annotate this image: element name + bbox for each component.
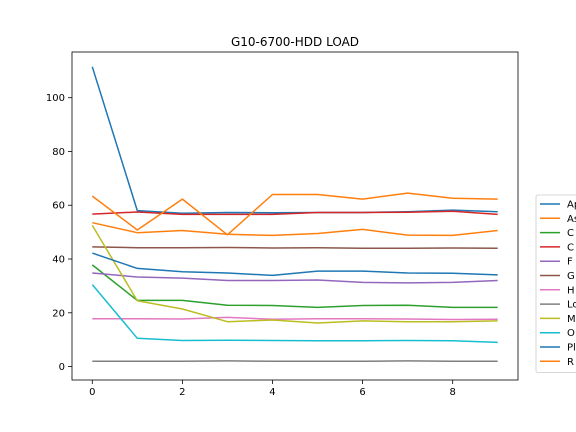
- series-line-5: [92, 247, 497, 248]
- y-tick-label: 40: [52, 255, 65, 266]
- series-line-6: [92, 317, 497, 319]
- x-tick-label: 4: [269, 387, 275, 398]
- series-line-8: [92, 225, 497, 323]
- legend-label: As: [567, 214, 576, 225]
- plot-frame: [72, 52, 518, 380]
- legend-label: F: [567, 257, 573, 268]
- chart-title: G10-6700-HDD LOAD: [231, 35, 359, 49]
- series-line-4: [92, 273, 497, 283]
- legend-label: Lo: [567, 300, 576, 311]
- x-tick-label: 8: [449, 387, 455, 398]
- y-tick-label: 0: [59, 362, 65, 373]
- y-axis: 0 20 40 60 80 100: [46, 93, 72, 373]
- series-line-9: [92, 285, 497, 343]
- legend-label: Ap: [567, 200, 576, 211]
- legend-label: O: [567, 328, 575, 339]
- x-tick-label: 2: [179, 387, 185, 398]
- y-tick-label: 20: [52, 308, 65, 319]
- x-axis: 0 2 4 6 8: [89, 380, 456, 398]
- legend: ApAsCCFGHLoMOPlR: [536, 195, 576, 373]
- legend-label: C: [567, 242, 574, 253]
- legend-label: G: [567, 271, 575, 282]
- legend-label: R: [567, 357, 574, 368]
- y-tick-label: 100: [46, 93, 65, 104]
- series-lines: [92, 67, 497, 361]
- series-line-2: [92, 265, 497, 308]
- y-tick-label: 80: [52, 147, 65, 158]
- y-tick-label: 60: [52, 201, 65, 212]
- legend-label: C: [567, 228, 574, 239]
- series-line-1: [92, 223, 497, 236]
- x-tick-label: 0: [89, 387, 95, 398]
- series-line-0: [92, 67, 497, 214]
- legend-label: H: [567, 285, 575, 296]
- legend-label: M: [567, 314, 576, 325]
- series-line-10: [92, 253, 497, 275]
- x-tick-label: 6: [359, 387, 365, 398]
- legend-label: Pl: [567, 343, 576, 354]
